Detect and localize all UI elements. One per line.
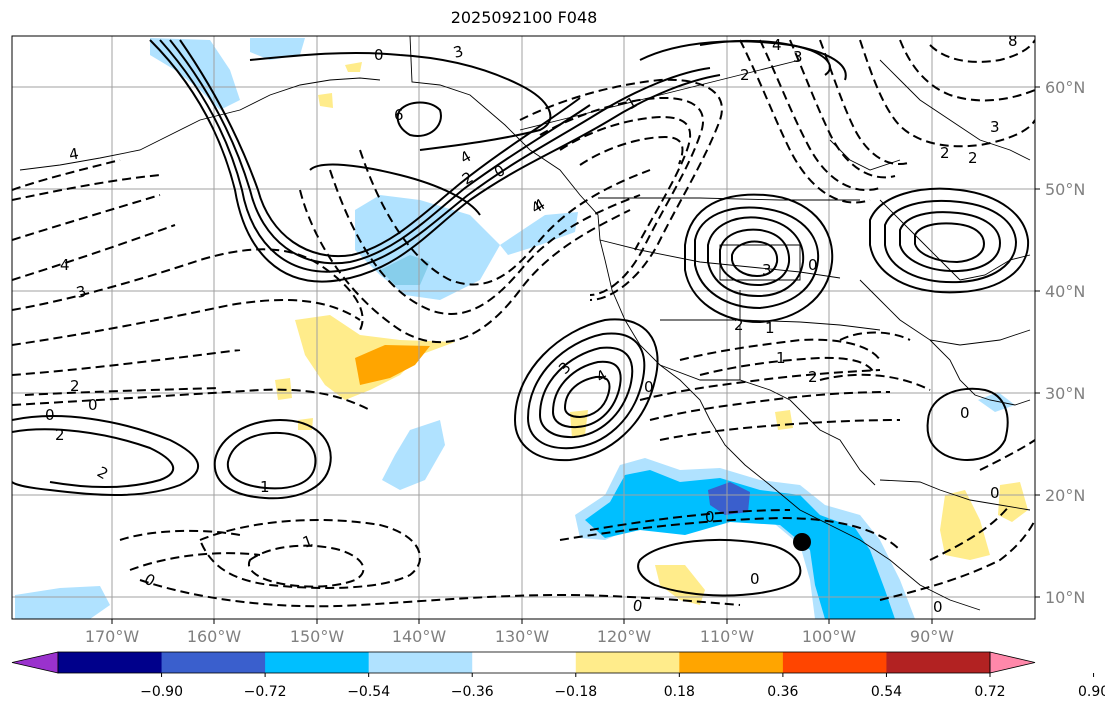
dashed-contours (12, 39, 1035, 608)
colorbar-tick-label: 0.18 (664, 684, 695, 700)
contour-label: 4 (772, 36, 782, 54)
colorbar-tick-label: −0.36 (451, 684, 494, 700)
lat-label: 50°N (1045, 180, 1085, 199)
contour-label: 2 (734, 316, 744, 334)
axis-ticks (111, 86, 1040, 624)
field-royalblue-core (708, 482, 750, 515)
colorbar-tick-label: 0.54 (871, 684, 902, 700)
colorbar-tick-label: −0.54 (347, 684, 390, 700)
contour-label: 0 (45, 406, 55, 424)
longitude-labels: 170°W 160°W 150°W 140°W 130°W 120°W 110°… (85, 627, 954, 646)
field-yellow-texas (775, 410, 793, 430)
contour-label: 0 (631, 596, 644, 615)
contour-label: 3 (793, 48, 803, 66)
map-title: 2025092100 F048 (450, 8, 598, 27)
contour-label: 3 (762, 261, 772, 279)
colorbar-swatch (368, 652, 473, 673)
field-blue-southwest (15, 586, 110, 619)
contour-label: 0 (808, 256, 818, 274)
lon-label: 100°W (802, 627, 857, 646)
lon-label: 130°W (495, 627, 550, 646)
storm-position-dot (793, 533, 811, 551)
field-orange-pacific (355, 345, 430, 385)
field-yellow-caribbean (998, 482, 1028, 522)
lon-label: 150°W (290, 627, 345, 646)
colorbar-tick-label: 0.90 (1078, 684, 1105, 700)
colorbar-tick-label: 0.36 (767, 684, 798, 700)
contour-label: 1 (260, 478, 270, 496)
contour-label: 0 (933, 598, 943, 616)
map-frame (11, 35, 1036, 620)
colorbar-swatch (575, 652, 680, 673)
contour-label: 4 (60, 256, 70, 274)
contour-label: 0 (750, 570, 760, 588)
colorbar: −0.90 −0.72 −0.54 −0.36 −0.18 0.18 0.36 0.54 0.7… (11, 651, 1105, 700)
contour-label: 0 (990, 484, 1000, 502)
contour-label: 1 (765, 319, 775, 337)
contour-label: 0 (644, 378, 654, 396)
lon-label: 140°W (392, 627, 447, 646)
contour-label: 3 (451, 42, 465, 62)
field-blue-coast (500, 212, 578, 255)
contour-label: 0 (960, 404, 970, 422)
contour-label: 2 (968, 149, 978, 167)
colorbar-tick-label: −0.18 (554, 684, 597, 700)
contour-label: 3 (74, 282, 88, 302)
contour-label: 2 (70, 377, 80, 395)
contour-label: 8 (1008, 32, 1018, 50)
lat-label: 30°N (1045, 384, 1085, 403)
contour-label: 2 (55, 426, 65, 444)
solid-contours (12, 39, 1030, 597)
colorbar-swatch (58, 652, 163, 673)
colorbar-swatch (782, 652, 887, 673)
contour-label: 0 (374, 46, 384, 64)
contour-label: 6 (394, 106, 404, 124)
field-yellow-north2 (318, 93, 333, 108)
field-blue-mid (380, 255, 430, 285)
field-yellow-central-america (940, 490, 990, 560)
colorbar-extend-low (11, 651, 59, 674)
coastlines-and-borders (19, 36, 1031, 611)
lon-label: 120°W (597, 627, 652, 646)
lon-label: 90°W (910, 627, 954, 646)
colorbar-swatch (265, 652, 370, 673)
contour-label: 2 (740, 66, 750, 84)
contour-label: 3 (990, 118, 1000, 136)
field-blue-alaska (250, 38, 305, 60)
lat-label: 20°N (1045, 486, 1085, 505)
contour-label: 1 (776, 349, 786, 367)
lat-label: 40°N (1045, 282, 1085, 301)
field-blue-subtropic (382, 420, 445, 490)
lon-label: 160°W (187, 627, 242, 646)
lon-label: 170°W (85, 627, 140, 646)
colorbar-tick-label: −0.72 (244, 684, 287, 700)
contour-label: 0 (705, 508, 715, 526)
field-yellow-north (345, 62, 362, 72)
field-yellow-tropic (655, 565, 705, 605)
colorbar-tick-label: −0.90 (140, 684, 183, 700)
colorbar-swatch (472, 652, 577, 673)
contour-label: 4 (68, 145, 81, 164)
colorbar-swatch (886, 652, 991, 673)
lat-label: 60°N (1045, 78, 1085, 97)
contour-label: 0 (88, 396, 98, 414)
lon-label: 110°W (700, 627, 755, 646)
colorbar-swatch (679, 652, 784, 673)
field-deepsky-mexico (585, 470, 895, 619)
colorbar-swatch (161, 652, 266, 673)
lat-label: 10°N (1045, 588, 1085, 607)
colorbar-tick-label: 0.72 (974, 684, 1005, 700)
colorbar-extend-high (989, 651, 1036, 674)
latitude-labels: 60°N 50°N 40°N 30°N 20°N 10°N (1045, 78, 1085, 607)
colorbar-frame (57, 651, 991, 674)
contour-label: 2 (940, 144, 950, 162)
contour-label: 2 (808, 368, 818, 386)
